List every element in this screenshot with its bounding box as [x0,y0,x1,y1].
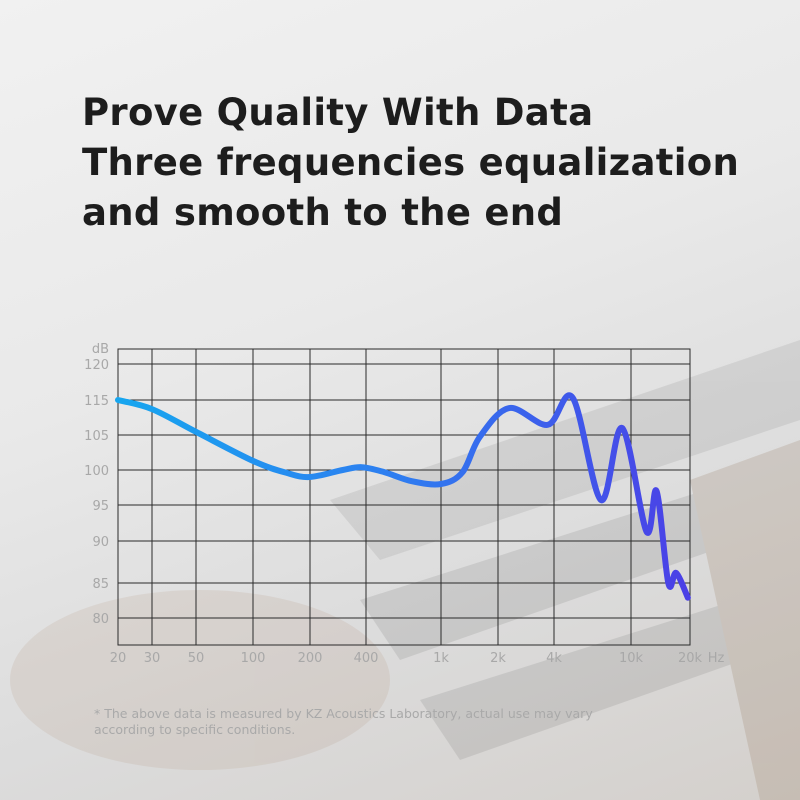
x-tick-label: 10k [619,651,644,666]
y-tick-label: 80 [92,612,109,627]
x-tick-label: 20 [110,651,127,666]
y-tick-label: 100 [84,464,109,479]
x-tick-label: 30 [144,651,161,666]
x-axis-label: Hz [708,651,725,666]
frequency-response-line [115,392,691,601]
y-tick-label: 115 [84,394,109,409]
x-tick-label: 2k [490,651,506,666]
footnote-line-2: according to specific conditions. [94,722,296,737]
y-tick-label: 105 [84,429,109,444]
y-axis-label: dB [92,342,109,357]
x-tick-label: 50 [188,651,205,666]
headline-line-3: and smooth to the end [82,191,564,234]
headline: Prove Quality With Data Three frequencie… [82,88,739,238]
footnote: * The above data is measured by KZ Acous… [94,706,634,738]
x-tick-label: 200 [298,651,323,666]
headline-line-1: Prove Quality With Data [82,91,594,134]
x-tick-label: 20k [678,651,703,666]
y-tick-label: 120 [84,358,109,373]
y-tick-label: 95 [92,499,109,514]
x-tick-label: 100 [241,651,266,666]
headline-line-2: Three frequencies equalization [82,141,740,184]
x-tick-label: 4k [546,651,562,666]
y-tick-label: 85 [92,577,109,592]
footnote-line-1: * The above data is measured by KZ Acous… [94,706,593,721]
x-tick-label: 1k [433,651,449,666]
x-tick-label: 400 [354,651,379,666]
y-tick-label: 90 [92,535,109,550]
